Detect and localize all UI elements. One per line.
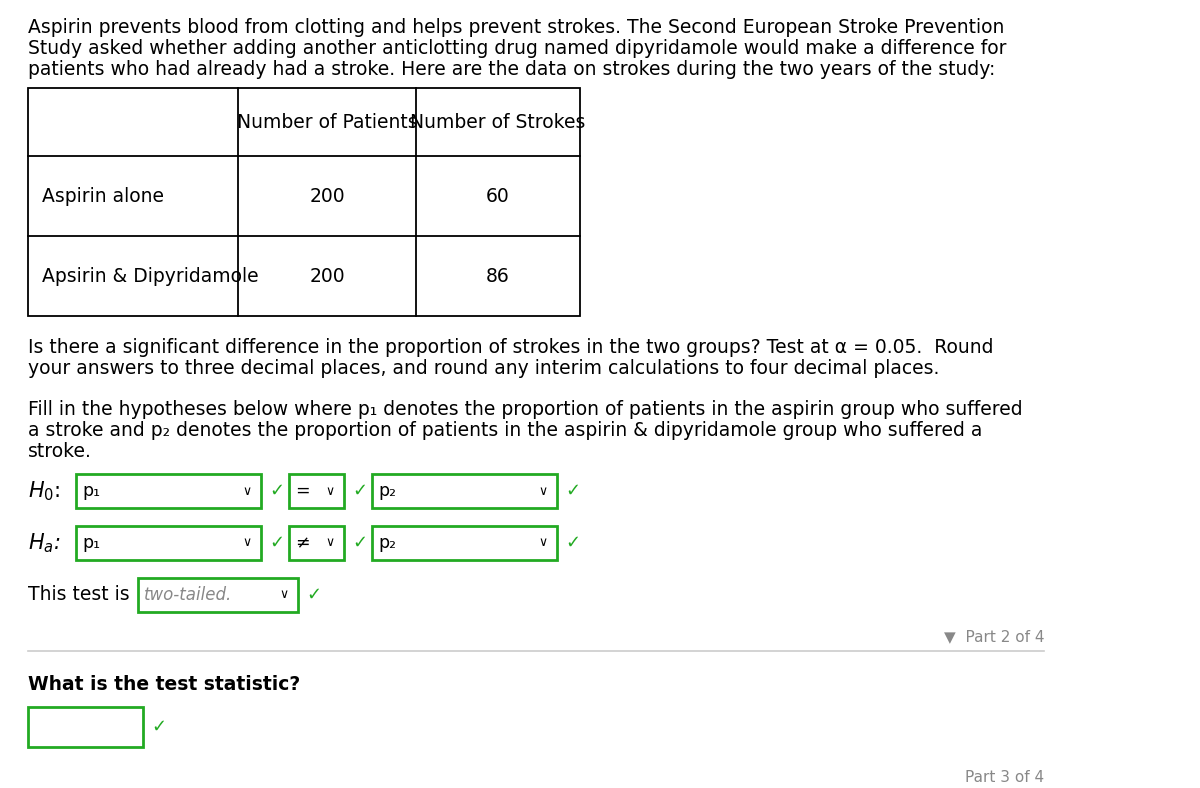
- Text: Number of Strokes: Number of Strokes: [410, 113, 586, 132]
- Text: ∨: ∨: [539, 537, 547, 549]
- Text: What is the test statistic?: What is the test statistic?: [28, 675, 300, 694]
- Text: ∨: ∨: [242, 537, 252, 549]
- Text: Apsirin & Dipyridamole: Apsirin & Dipyridamole: [42, 266, 259, 285]
- Text: 86: 86: [486, 266, 510, 285]
- Text: ✓: ✓: [352, 482, 367, 500]
- Text: This test is: This test is: [28, 585, 130, 604]
- Text: 200: 200: [310, 266, 344, 285]
- Bar: [76, 474, 262, 508]
- Text: your answers to three decimal places, and round any interim calculations to four: your answers to three decimal places, an…: [28, 359, 940, 378]
- Text: Fill in the hypotheses below where p₁ denotes the proportion of patients in the : Fill in the hypotheses below where p₁ de…: [28, 400, 1022, 419]
- Bar: [138, 578, 298, 612]
- Text: p₂: p₂: [378, 534, 396, 552]
- Text: Aspirin alone: Aspirin alone: [42, 187, 164, 206]
- Text: ∨: ∨: [325, 485, 335, 497]
- Text: a stroke and p₂ denotes the proportion of patients in the aspirin & dipyridamole: a stroke and p₂ denotes the proportion o…: [28, 421, 983, 440]
- Bar: [372, 474, 557, 508]
- Text: -2.700: -2.700: [38, 718, 96, 736]
- Text: patients who had already had a stroke. Here are the data on strokes during the t: patients who had already had a stroke. H…: [28, 60, 995, 79]
- Text: $H_0$:: $H_0$:: [28, 479, 60, 503]
- Text: Is there a significant difference in the proportion of strokes in the two groups: Is there a significant difference in the…: [28, 338, 994, 357]
- Text: ≠: ≠: [295, 534, 310, 552]
- Text: ∨: ∨: [539, 485, 547, 497]
- Text: p₁: p₁: [82, 534, 100, 552]
- Text: stroke.: stroke.: [28, 442, 92, 461]
- Bar: [28, 88, 580, 316]
- Text: 60: 60: [486, 187, 510, 206]
- Text: ∨: ∨: [242, 485, 252, 497]
- Text: ✓: ✓: [352, 534, 367, 552]
- Text: Study asked whether adding another anticlotting drug named dipyridamole would ma: Study asked whether adding another antic…: [28, 39, 1007, 58]
- Text: =: =: [295, 482, 310, 500]
- Text: ∨: ∨: [325, 537, 335, 549]
- Bar: [289, 474, 344, 508]
- Text: ▼  Part 2 of 4: ▼ Part 2 of 4: [943, 630, 1044, 645]
- Text: p₁: p₁: [82, 482, 100, 500]
- Text: Aspirin prevents blood from clotting and helps prevent strokes. The Second Europ: Aspirin prevents blood from clotting and…: [28, 18, 1004, 37]
- Text: p₂: p₂: [378, 482, 396, 500]
- Text: ✓: ✓: [269, 482, 284, 500]
- Text: ✓: ✓: [565, 534, 580, 552]
- Text: 200: 200: [310, 187, 344, 206]
- Bar: [28, 707, 143, 747]
- Bar: [76, 526, 262, 560]
- Text: $H_a$:: $H_a$:: [28, 531, 60, 555]
- Text: ∨: ∨: [280, 589, 288, 601]
- Bar: [289, 526, 344, 560]
- Text: ✓: ✓: [306, 586, 322, 604]
- Text: ✓: ✓: [565, 482, 580, 500]
- Text: ✓: ✓: [269, 534, 284, 552]
- Text: ✓: ✓: [151, 718, 166, 736]
- Text: two-tailed.: two-tailed.: [144, 586, 233, 604]
- Text: Part 3 of 4: Part 3 of 4: [965, 770, 1044, 785]
- Text: Number of Patients: Number of Patients: [236, 113, 418, 132]
- Bar: [372, 526, 557, 560]
